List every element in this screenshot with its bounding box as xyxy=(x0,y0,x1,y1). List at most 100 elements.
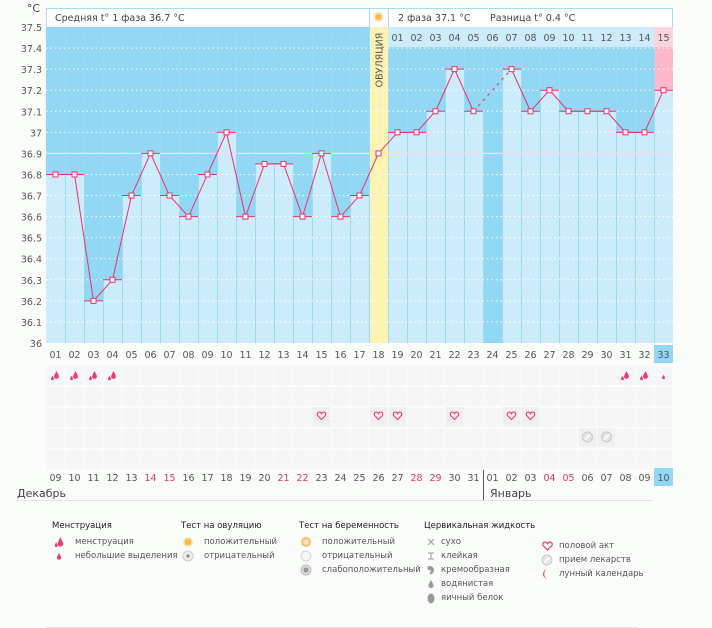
cycle-day-label: 04 xyxy=(106,350,118,361)
symbol-cell xyxy=(483,429,502,448)
symbol-cell xyxy=(616,408,635,427)
legend-label: водянистая xyxy=(441,579,494,589)
temperature-bar xyxy=(274,163,293,343)
symbol-cell xyxy=(616,387,635,406)
temperature-point xyxy=(90,297,97,304)
symbol-cell xyxy=(597,366,616,385)
calendar-date-label: 03 xyxy=(524,473,536,484)
legend-label: отрицательный xyxy=(322,551,393,561)
y-tick-label: 36.6 xyxy=(21,213,42,224)
moon-icon xyxy=(540,568,554,580)
symbol-cell xyxy=(369,450,388,469)
cycle-day-label: 33 xyxy=(657,350,669,361)
symbol-cell xyxy=(445,429,464,448)
symbol-cell xyxy=(198,450,217,469)
symbol-cell xyxy=(293,429,312,448)
cycle-day-label: 26 xyxy=(524,350,536,361)
cycle-day-label: 21 xyxy=(429,350,441,361)
temperature-line-segment xyxy=(245,163,265,217)
y-axis-unit: °C xyxy=(27,2,41,15)
temperature-line-segment xyxy=(207,132,227,175)
menstruation-icon xyxy=(54,371,59,379)
symbol-cell xyxy=(274,450,293,469)
calendar-date-label: 15 xyxy=(163,473,175,484)
symbol-cell xyxy=(597,450,616,469)
symbol-cell xyxy=(635,387,654,406)
temperature-bar xyxy=(445,69,464,343)
legend-title: Цервикальная жидкость xyxy=(424,521,536,531)
symbol-cell xyxy=(274,387,293,406)
menstruation-icon xyxy=(52,536,66,548)
symbol-cell xyxy=(502,366,521,385)
symbol-cell xyxy=(141,387,160,406)
symbol-cell xyxy=(141,450,160,469)
temperature-point xyxy=(280,160,287,167)
y-tick-label: 37.1 xyxy=(21,107,42,118)
legend-label: половой акт xyxy=(559,541,615,551)
ovulation-bar xyxy=(369,27,388,343)
symbol-cell xyxy=(198,408,217,427)
phase2-day-label: 03 xyxy=(429,33,441,44)
calendar-date-label: 05 xyxy=(562,473,574,484)
symbol-cell xyxy=(578,450,597,469)
menstruation-icon-small xyxy=(70,375,73,381)
y-tick-label: 37.3 xyxy=(21,65,42,76)
temperature-line-segment xyxy=(530,89,550,112)
y-tick-label: 36.8 xyxy=(21,170,42,181)
symbol-cell xyxy=(578,408,597,427)
current-date-highlight xyxy=(654,468,673,486)
symbol-cell xyxy=(236,429,255,448)
menstruation-icon-small xyxy=(51,375,54,381)
symbol-cell xyxy=(65,429,84,448)
temperature-point xyxy=(375,150,382,157)
temperature-bar xyxy=(122,195,141,343)
symbol-cell xyxy=(103,450,122,469)
phase2-day-label: 05 xyxy=(467,33,479,44)
temperature-line-segment xyxy=(169,195,189,217)
symbol-cell xyxy=(274,366,293,385)
temperature-line-segment xyxy=(226,132,246,217)
temperature-bar xyxy=(84,300,103,343)
calendar-date-label: 10 xyxy=(657,473,669,484)
legend-label: положительный xyxy=(204,537,277,547)
cycle-day-label: 13 xyxy=(277,350,289,361)
symbol-cell xyxy=(559,450,578,469)
phase2-day-label: 07 xyxy=(505,33,517,44)
symbol-cell xyxy=(540,366,559,385)
symbol-cell xyxy=(388,450,407,469)
symbol-cell xyxy=(179,408,198,427)
menstruation-icon-small xyxy=(621,375,624,381)
current-day-highlight xyxy=(654,47,673,91)
symbol-cell xyxy=(103,387,122,406)
symbol-cell xyxy=(445,387,464,406)
legend-label: кремообразная xyxy=(441,565,510,575)
temperature-line-segment xyxy=(416,110,436,133)
symbol-cell xyxy=(312,387,331,406)
legend-label: яичный белок xyxy=(441,593,504,603)
temperature-point xyxy=(318,150,325,157)
symbol-cell xyxy=(464,366,483,385)
pill-icon-line xyxy=(584,434,591,440)
legend-label: сухо xyxy=(441,537,461,547)
temperature-point xyxy=(508,66,515,73)
symbol-cell xyxy=(122,366,141,385)
temperature-point xyxy=(261,160,268,167)
legend-pregnancy-test: Тест на беременность положительный отриц… xyxy=(299,521,421,577)
cycle-day-label: 25 xyxy=(505,350,517,361)
cycle-day-label: 10 xyxy=(220,350,232,361)
symbol-cell xyxy=(521,450,540,469)
calendar-date-label: 24 xyxy=(334,473,346,484)
symbol-cell xyxy=(521,366,540,385)
legend-ovulation-test: Тест на овуляцию положительный отрицател… xyxy=(181,521,277,563)
y-tick-label: 36.2 xyxy=(21,297,42,308)
pregnancy-positive-icon xyxy=(299,536,313,548)
calendar-date-label: 07 xyxy=(600,473,612,484)
menstruation-icon xyxy=(73,371,78,379)
temperature-bar xyxy=(350,195,369,343)
calendar-date-label: 28 xyxy=(410,473,422,484)
symbol-cell xyxy=(426,429,445,448)
symbol-cell xyxy=(388,429,407,448)
symbol-cell xyxy=(103,429,122,448)
cycle-day-label: 07 xyxy=(163,350,175,361)
temperature-point xyxy=(223,129,230,136)
